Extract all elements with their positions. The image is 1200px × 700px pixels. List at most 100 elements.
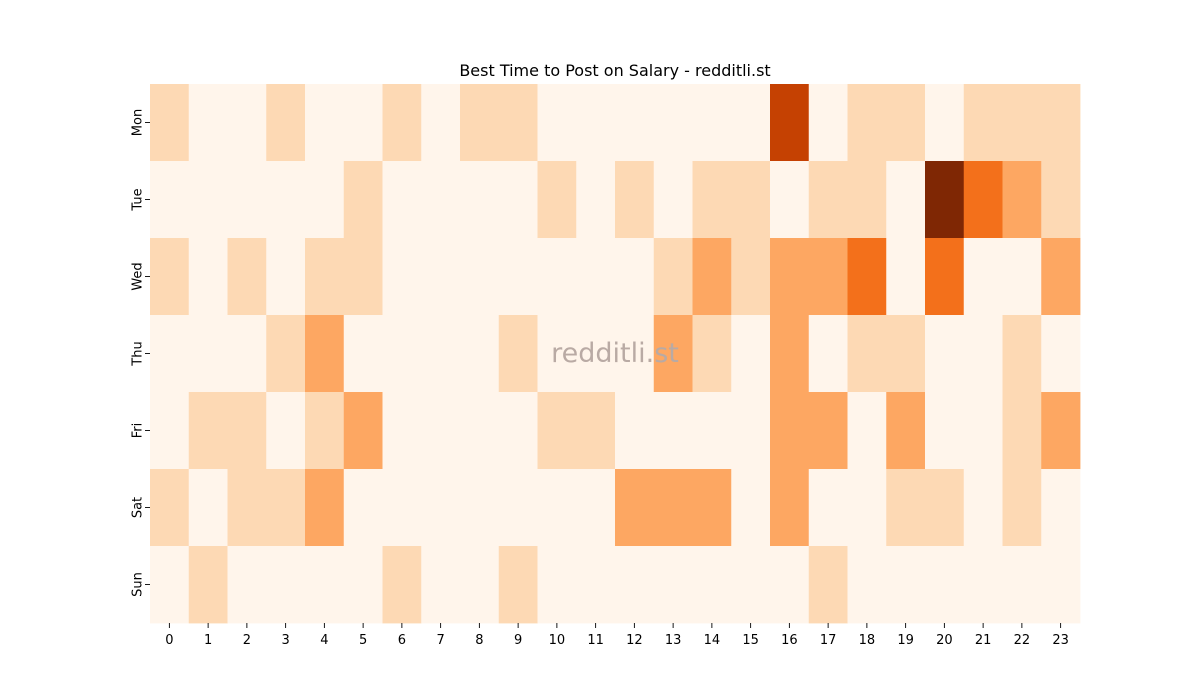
x-tick-label: 3 xyxy=(281,633,289,648)
heatmap-cell-wed-10 xyxy=(537,238,577,316)
heatmap-cell-mon-23 xyxy=(1041,84,1081,162)
y-axis: Mon Tue Wed Thu Fri Sat Sun xyxy=(131,109,150,597)
heatmap-cell-thu-18 xyxy=(847,315,887,393)
heatmap-cell-mon-16 xyxy=(770,84,810,162)
heatmap-cell-sat-20 xyxy=(925,469,965,547)
heatmap-cell-mon-22 xyxy=(1002,84,1042,162)
heatmap-cell-tue-9 xyxy=(498,161,538,239)
heatmap-cell-sun-16 xyxy=(770,546,810,624)
heatmap-cell-mon-14 xyxy=(692,84,732,162)
heatmap-cell-fri-10 xyxy=(537,392,577,470)
heatmap-cell-sat-6 xyxy=(382,469,422,547)
heatmap-cell-tue-22 xyxy=(1002,161,1042,239)
x-tick-label: 19 xyxy=(897,633,914,648)
heatmap-cell-tue-5 xyxy=(343,161,383,239)
y-tick-label: Sat xyxy=(131,497,146,518)
heatmap-cell-sun-10 xyxy=(537,546,577,624)
heatmap-cell-fri-15 xyxy=(731,392,771,470)
heatmap-cell-mon-11 xyxy=(576,84,616,162)
heatmap-cell-wed-22 xyxy=(1002,238,1042,316)
heatmap-cell-thu-15 xyxy=(731,315,771,393)
heatmap-cell-sun-18 xyxy=(847,546,887,624)
heatmap-cell-mon-3 xyxy=(266,84,306,162)
heatmap-cell-tue-3 xyxy=(266,161,306,239)
heatmap-cell-thu-17 xyxy=(808,315,848,393)
heatmap-cell-fri-5 xyxy=(343,392,383,470)
heatmap-cell-sat-3 xyxy=(266,469,306,547)
heatmap-cell-fri-6 xyxy=(382,392,422,470)
heatmap-cell-sat-12 xyxy=(615,469,655,547)
heatmap-cell-fri-22 xyxy=(1002,392,1042,470)
heatmap-cell-sun-0 xyxy=(150,546,190,624)
heatmap-cell-mon-21 xyxy=(963,84,1003,162)
heatmap-cell-wed-7 xyxy=(421,238,461,316)
heatmap-cell-tue-16 xyxy=(770,161,810,239)
heatmap-cell-mon-15 xyxy=(731,84,771,162)
heatmap-cell-tue-19 xyxy=(886,161,926,239)
x-tick-label: 10 xyxy=(549,633,566,648)
heatmap-cell-wed-5 xyxy=(343,238,383,316)
heatmap-cell-fri-13 xyxy=(653,392,693,470)
heatmap-cells xyxy=(150,84,1081,624)
heatmap-cell-sat-14 xyxy=(692,469,732,547)
heatmap-cell-tue-2 xyxy=(227,161,267,239)
heatmap-cell-sun-7 xyxy=(421,546,461,624)
heatmap-cell-tue-0 xyxy=(150,161,190,239)
heatmap-cell-fri-23 xyxy=(1041,392,1081,470)
heatmap-cell-wed-16 xyxy=(770,238,810,316)
heatmap-cell-wed-11 xyxy=(576,238,616,316)
heatmap-cell-sat-7 xyxy=(421,469,461,547)
x-tick-label: 6 xyxy=(398,633,406,648)
heatmap-cell-mon-18 xyxy=(847,84,887,162)
y-tick-label: Fri xyxy=(131,423,146,439)
heatmap-cell-sun-12 xyxy=(615,546,655,624)
heatmap-cell-wed-14 xyxy=(692,238,732,316)
heatmap-cell-thu-5 xyxy=(343,315,383,393)
heatmap-cell-thu-19 xyxy=(886,315,926,393)
x-tick-label: 2 xyxy=(243,633,251,648)
heatmap-cell-sun-4 xyxy=(305,546,345,624)
heatmap-cell-fri-12 xyxy=(615,392,655,470)
heatmap-cell-wed-9 xyxy=(498,238,538,316)
heatmap-cell-sat-19 xyxy=(886,469,926,547)
heatmap-cell-thu-21 xyxy=(963,315,1003,393)
heatmap-cell-thu-8 xyxy=(460,315,500,393)
x-tick-label: 21 xyxy=(975,633,992,648)
heatmap-cell-tue-20 xyxy=(925,161,965,239)
heatmap-cell-mon-19 xyxy=(886,84,926,162)
heatmap-cell-fri-16 xyxy=(770,392,810,470)
heatmap-cell-sat-16 xyxy=(770,469,810,547)
heatmap-cell-wed-8 xyxy=(460,238,500,316)
heatmap-cell-sat-11 xyxy=(576,469,616,547)
x-tick-label: 4 xyxy=(320,633,328,648)
heatmap-cell-wed-18 xyxy=(847,238,887,316)
heatmap-cell-wed-17 xyxy=(808,238,848,316)
heatmap-cell-sun-21 xyxy=(963,546,1003,624)
heatmap-cell-sat-4 xyxy=(305,469,345,547)
heatmap-cell-wed-1 xyxy=(188,238,228,316)
heatmap-cell-thu-2 xyxy=(227,315,267,393)
y-tick-label: Thu xyxy=(131,341,146,366)
heatmap-cell-fri-9 xyxy=(498,392,538,470)
chart-title: Best Time to Post on Salary - redditli.s… xyxy=(459,61,770,80)
heatmap-cell-tue-15 xyxy=(731,161,771,239)
x-tick-label: 8 xyxy=(475,633,483,648)
heatmap-cell-thu-16 xyxy=(770,315,810,393)
heatmap-cell-sat-21 xyxy=(963,469,1003,547)
heatmap-cell-fri-7 xyxy=(421,392,461,470)
heatmap-cell-wed-0 xyxy=(150,238,190,316)
heatmap-cell-mon-9 xyxy=(498,84,538,162)
heatmap-cell-thu-10 xyxy=(537,315,577,393)
heatmap-cell-mon-1 xyxy=(188,84,228,162)
heatmap-cell-mon-4 xyxy=(305,84,345,162)
heatmap-cell-tue-1 xyxy=(188,161,228,239)
heatmap-cell-sat-22 xyxy=(1002,469,1042,547)
heatmap-cell-sun-9 xyxy=(498,546,538,624)
heatmap-cell-sat-5 xyxy=(343,469,383,547)
heatmap-cell-sat-10 xyxy=(537,469,577,547)
heatmap-cell-wed-20 xyxy=(925,238,965,316)
heatmap-cell-sat-15 xyxy=(731,469,771,547)
heatmap-cell-thu-4 xyxy=(305,315,345,393)
heatmap-cell-sat-0 xyxy=(150,469,190,547)
